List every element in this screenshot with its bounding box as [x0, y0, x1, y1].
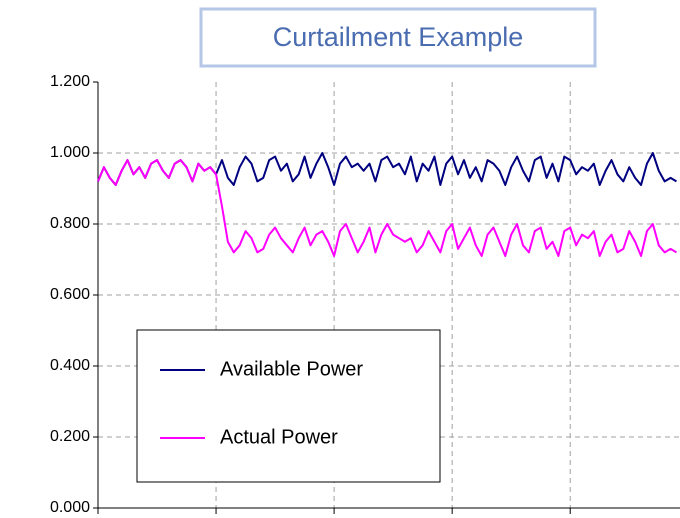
legend-box [136, 329, 441, 483]
y-tick-label: 0.800 [50, 215, 90, 232]
y-tick-label: 0.200 [50, 428, 90, 445]
series-line [97, 159, 677, 257]
chart-title: Curtailment Example [273, 22, 524, 52]
y-tick-label: 0.400 [50, 357, 90, 374]
y-tick-label: 0.600 [50, 286, 90, 303]
legend-label: Actual Power [220, 426, 338, 448]
title-box [199, 7, 597, 68]
y-tick-label: 1.000 [50, 144, 90, 161]
y-tick-label: 1.200 [50, 73, 90, 90]
series-line [97, 152, 677, 186]
y-tick-label: 0.000 [50, 499, 90, 516]
legend-label: Available Power [220, 358, 363, 380]
